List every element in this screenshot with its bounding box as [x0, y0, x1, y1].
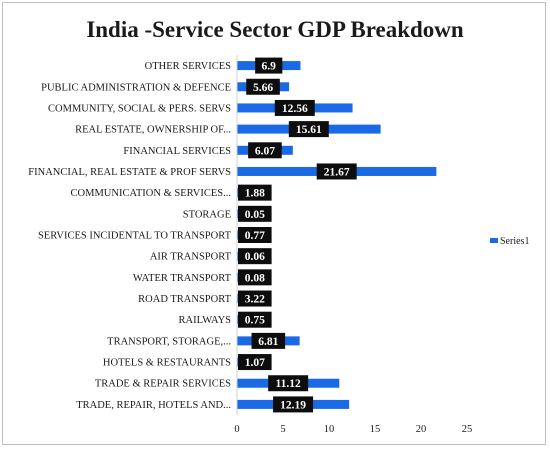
- data-label-box: [238, 248, 272, 265]
- data-label: 6.9: [262, 61, 277, 73]
- category-label: FINANCIAL SERVICES: [123, 146, 231, 157]
- x-tick-label: 20: [416, 424, 427, 435]
- category-label: TRADE, REPAIR, HOTELS AND...: [76, 400, 231, 411]
- data-label: 0.05: [245, 209, 265, 221]
- x-tick-label: 0: [234, 424, 239, 435]
- chart-title: India -Service Sector GDP Breakdown: [86, 17, 464, 42]
- data-label: 0.06: [245, 251, 265, 263]
- chart-frame: [2, 2, 546, 445]
- category-labels: OTHER SERVICES PUBLIC ADMINISTRATION & DE…: [28, 61, 231, 411]
- data-label-box: [274, 99, 315, 116]
- category-label: RAILWAYS: [178, 315, 231, 326]
- category-label: OTHER SERVICES: [145, 61, 232, 72]
- data-label-box: [248, 142, 282, 159]
- data-label-box: [288, 121, 329, 138]
- category-label: ROAD TRANSPORT: [138, 294, 231, 305]
- category-label: TRADE & REPAIR SERVICES: [95, 379, 231, 390]
- data-label: 21.67: [324, 166, 350, 178]
- data-label: 12.56: [282, 103, 308, 115]
- data-label: 6.81: [258, 336, 278, 348]
- data-label-box: [316, 163, 357, 180]
- x-tick-label: 25: [462, 424, 473, 435]
- category-label: SERVICES INCIDENTAL TO TRANSPORT: [38, 231, 232, 242]
- data-label-box: [238, 311, 272, 328]
- data-label: 15.61: [296, 124, 322, 136]
- category-label: FINANCIAL, REAL ESTATE & PROF SERVS: [28, 167, 231, 178]
- x-tick-label: 10: [324, 424, 335, 435]
- category-label: COMMUNICATION & SERVICES...: [71, 188, 231, 199]
- data-label-box: [251, 332, 286, 349]
- data-label-box: [273, 396, 314, 413]
- category-label: COMMUNITY, SOCIAL & PERS. SERVS: [48, 103, 231, 114]
- data-label-box: [268, 375, 309, 392]
- legend-swatch: [490, 238, 498, 243]
- data-label: 0.77: [245, 230, 265, 242]
- data-label: 5.66: [253, 82, 273, 94]
- data-label-box: [238, 354, 272, 371]
- data-labels: 6.9 5.66 12.56 15.61 6.07 21.67 1.88 0.05 0.77 0.…: [238, 57, 357, 413]
- data-label-box: [255, 57, 283, 74]
- data-label: 0.08: [245, 272, 265, 284]
- data-label-box: [238, 184, 272, 201]
- category-label: PUBLIC ADMINISTRATION & DEFENCE: [41, 82, 231, 93]
- data-label-box: [238, 290, 272, 307]
- category-label: AIR TRANSPORT: [150, 252, 232, 263]
- x-tick-labels: 0 5 10 15 20 25: [234, 424, 472, 435]
- data-label: 11.12: [276, 378, 301, 390]
- legend: Series1: [490, 236, 529, 247]
- x-tick-label: 5: [280, 424, 285, 435]
- data-label: 3.22: [245, 294, 265, 306]
- legend-label: Series1: [500, 236, 529, 247]
- category-label: STORAGE: [183, 209, 231, 220]
- data-label-box: [238, 205, 272, 222]
- data-label-box: [238, 269, 272, 286]
- category-label: TRANSPORT, STORAGE,...: [107, 336, 231, 347]
- category-label: HOTELS & RESTAURANTS: [103, 358, 231, 369]
- data-label: 12.19: [280, 399, 306, 411]
- data-label-box: [246, 78, 280, 95]
- category-label: REAL ESTATE, OWNERSHIP OF...: [75, 125, 231, 136]
- x-tick-label: 15: [370, 424, 381, 435]
- data-label: 6.07: [255, 145, 275, 157]
- category-label: WATER TRANSPORT: [133, 273, 232, 284]
- data-label: 1.88: [245, 188, 265, 200]
- data-label: 0.75: [245, 315, 265, 327]
- data-label: 1.07: [245, 357, 265, 369]
- data-label-box: [238, 227, 272, 243]
